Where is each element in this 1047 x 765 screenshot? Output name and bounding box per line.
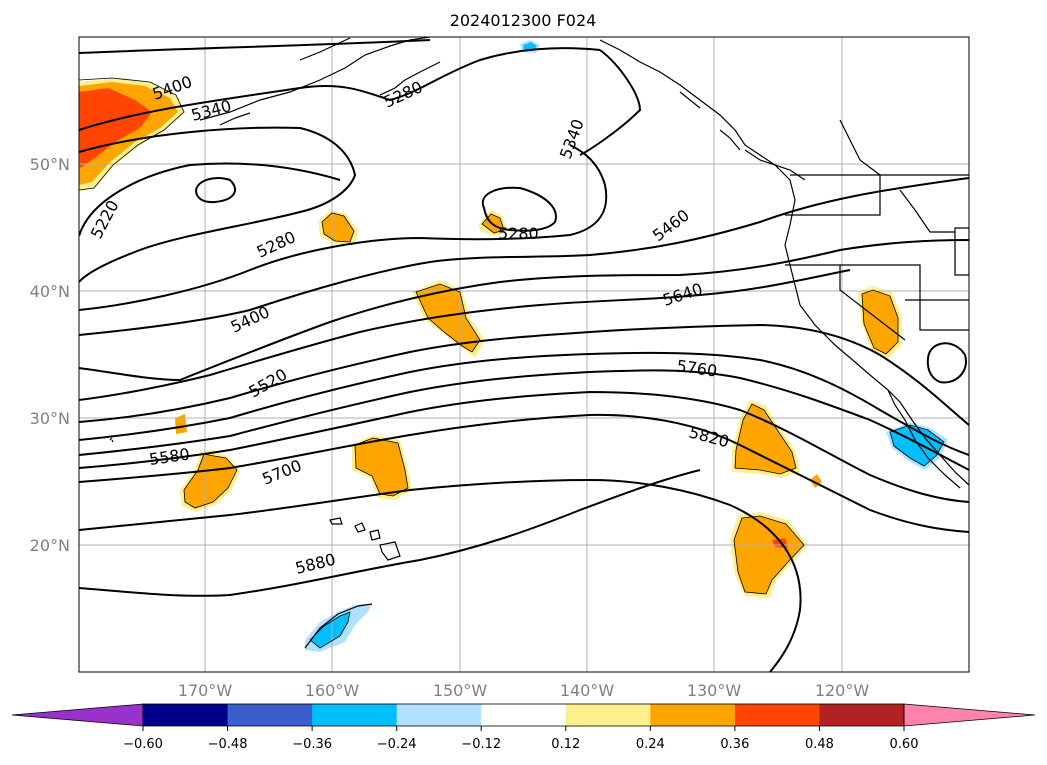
colorbar-segment <box>481 704 567 726</box>
colorbar-tick-label: −0.24 <box>377 737 417 752</box>
coastlines <box>109 37 969 649</box>
lon-label: 170°W <box>178 681 233 700</box>
colorbar-tick-label: 0.24 <box>636 737 665 752</box>
anomaly-contours <box>79 77 945 649</box>
lon-label: 130°W <box>687 681 742 700</box>
lon-label: 150°W <box>433 681 488 700</box>
lat-label: 50°N <box>30 155 70 174</box>
contour-label: 5280 <box>498 224 539 243</box>
map-title: 2024012300 F024 <box>450 11 597 30</box>
colorbar-tick-label: −0.12 <box>461 737 501 752</box>
lon-label: 140°W <box>560 681 615 700</box>
colorbar-segment <box>819 704 905 726</box>
colorbar-segment <box>734 704 820 726</box>
colorbar-tick-label: −0.36 <box>292 737 332 752</box>
longitude-labels: 170°W 160°W 150°W 140°W 130°W 120°W <box>178 681 870 700</box>
height-contours <box>79 39 969 672</box>
colorbar-tick-label: 0.36 <box>720 737 749 752</box>
colorbar-segment <box>650 704 736 726</box>
lon-label: 160°W <box>305 681 360 700</box>
colorbar-frame <box>142 703 905 727</box>
colorbar-tick-label: 0.48 <box>805 737 834 752</box>
map-panel: 5400 5340 5280 5220 5280 5340 5280 5460 … <box>79 37 969 672</box>
colorbar-segment <box>143 704 229 726</box>
latitude-labels: 50°N 40°N 30°N 20°N <box>30 155 70 555</box>
colorbar-extend-high <box>903 703 1036 727</box>
colorbar-tick-label: −0.48 <box>208 737 248 752</box>
colorbar-tick-label: −0.60 <box>123 737 163 752</box>
map-frame <box>78 36 970 673</box>
colorbar: −0.60 −0.48 −0.36 −0.24 −0.12 0.12 0.24 0.36 0.4… <box>11 703 1036 752</box>
colorbar-tick-label: 0.60 <box>890 737 919 752</box>
colorbar-segment <box>396 704 482 726</box>
lat-label: 20°N <box>30 536 70 555</box>
colorbar-tick-label: 0.12 <box>551 737 580 752</box>
lon-label: 120°W <box>815 681 870 700</box>
lat-label: 40°N <box>30 282 70 301</box>
colorbar-segment <box>227 704 313 726</box>
colorbar-segment <box>312 704 398 726</box>
colorbar-extend-low <box>11 703 144 727</box>
colorbar-segment <box>565 704 651 726</box>
lat-label: 30°N <box>30 409 70 428</box>
